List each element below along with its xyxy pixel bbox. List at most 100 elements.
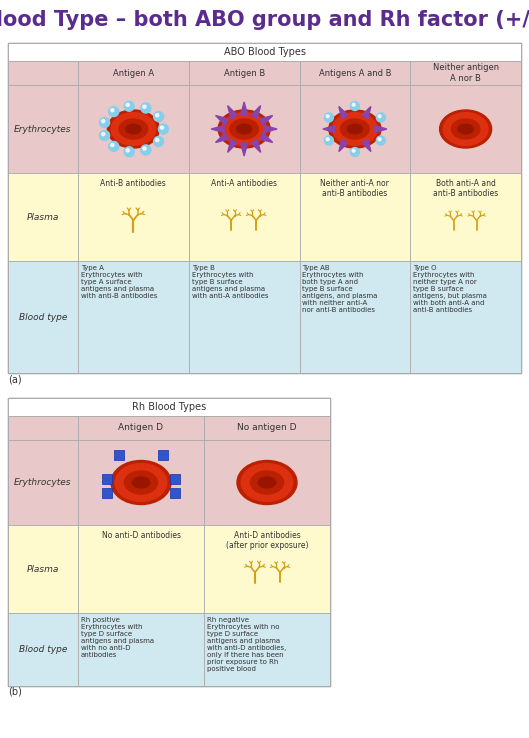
Polygon shape (362, 106, 371, 119)
Text: Type O
Erythrocytes with
neither type A nor
type B surface
antigens, but plasma
: Type O Erythrocytes with neither type A … (413, 265, 487, 313)
FancyBboxPatch shape (158, 449, 168, 460)
Text: No antigen D: No antigen D (237, 424, 297, 432)
Polygon shape (339, 106, 348, 119)
Text: Plasma: Plasma (27, 213, 59, 221)
Bar (204, 440, 330, 525)
Circle shape (143, 147, 146, 150)
Bar (78, 261, 189, 373)
Ellipse shape (251, 471, 284, 494)
Bar (8, 398, 330, 686)
Bar (189, 173, 299, 261)
Ellipse shape (111, 113, 156, 145)
Circle shape (99, 117, 110, 128)
Polygon shape (264, 125, 277, 133)
Bar (189, 85, 299, 173)
Bar (299, 85, 411, 173)
Text: Neither anti-A nor
anti-B antibodies: Neither anti-A nor anti-B antibodies (321, 179, 389, 199)
Polygon shape (227, 106, 237, 119)
Ellipse shape (458, 124, 473, 134)
Text: No anti-D antibodies: No anti-D antibodies (102, 531, 180, 540)
Ellipse shape (126, 124, 141, 134)
Bar (204, 525, 330, 613)
FancyBboxPatch shape (170, 474, 180, 483)
Circle shape (126, 149, 129, 152)
Bar (299, 61, 411, 85)
Polygon shape (251, 106, 261, 119)
Bar (189, 61, 299, 85)
Circle shape (352, 103, 355, 106)
FancyBboxPatch shape (102, 488, 112, 497)
Text: Type AB
Erythrocytes with
both type A and
type B surface
antigens, and plasma
wi: Type AB Erythrocytes with both type A an… (303, 265, 378, 313)
Ellipse shape (258, 477, 276, 488)
Polygon shape (260, 133, 273, 142)
Ellipse shape (222, 113, 267, 145)
Text: Type B
Erythrocytes with
type B surface
antigens and plasma
with anti-A antibodi: Type B Erythrocytes with type B surface … (191, 265, 268, 299)
Circle shape (378, 138, 381, 141)
Bar (8, 173, 78, 261)
FancyBboxPatch shape (170, 488, 180, 497)
Text: Blood Type – both ABO group and Rh factor (+/-): Blood Type – both ABO group and Rh facto… (0, 10, 529, 30)
Circle shape (143, 105, 146, 108)
Circle shape (326, 138, 329, 141)
Circle shape (124, 147, 134, 156)
Text: Anti-A antibodies: Anti-A antibodies (211, 179, 277, 188)
Text: Antigen D: Antigen D (118, 424, 163, 432)
Bar (8, 525, 78, 613)
Bar (8, 43, 521, 61)
Bar (8, 43, 521, 373)
Polygon shape (362, 139, 371, 151)
Polygon shape (251, 139, 261, 152)
Circle shape (141, 145, 151, 155)
Bar (299, 261, 411, 373)
Ellipse shape (236, 124, 252, 134)
Ellipse shape (115, 463, 167, 501)
Bar (8, 398, 330, 416)
Circle shape (156, 114, 159, 117)
Bar (411, 61, 521, 85)
Circle shape (111, 108, 114, 112)
Polygon shape (215, 116, 229, 125)
FancyBboxPatch shape (102, 474, 112, 483)
Polygon shape (241, 102, 248, 115)
Circle shape (141, 103, 151, 113)
Ellipse shape (237, 461, 297, 505)
Polygon shape (323, 125, 335, 133)
Bar (78, 440, 204, 525)
Bar (78, 416, 204, 440)
Circle shape (326, 115, 329, 117)
Text: Erythrocytes: Erythrocytes (14, 125, 72, 134)
Ellipse shape (348, 124, 362, 134)
Circle shape (109, 106, 118, 117)
Polygon shape (339, 139, 348, 151)
Ellipse shape (132, 477, 150, 488)
Bar (78, 85, 189, 173)
Bar (189, 261, 299, 373)
Bar (8, 440, 78, 525)
Bar (8, 85, 78, 173)
Circle shape (111, 143, 114, 147)
Bar (78, 61, 189, 85)
Bar (411, 85, 521, 173)
Circle shape (160, 126, 163, 129)
Text: Antigen A: Antigen A (113, 69, 154, 77)
Bar (299, 173, 411, 261)
Ellipse shape (443, 113, 488, 145)
Circle shape (153, 137, 163, 146)
Text: (a): (a) (8, 374, 22, 384)
Ellipse shape (218, 110, 270, 148)
Text: Antigen B: Antigen B (223, 69, 264, 77)
Circle shape (352, 149, 355, 152)
Bar (8, 613, 78, 686)
Circle shape (99, 131, 110, 140)
Text: Anti-B antibodies: Anti-B antibodies (101, 179, 166, 188)
Bar (204, 416, 330, 440)
Bar (78, 613, 204, 686)
Circle shape (102, 133, 105, 136)
Ellipse shape (119, 119, 148, 139)
FancyBboxPatch shape (114, 449, 124, 460)
Circle shape (126, 103, 129, 106)
Ellipse shape (111, 461, 171, 505)
Circle shape (124, 101, 134, 111)
Circle shape (376, 136, 385, 145)
Text: Plasma: Plasma (27, 565, 59, 573)
